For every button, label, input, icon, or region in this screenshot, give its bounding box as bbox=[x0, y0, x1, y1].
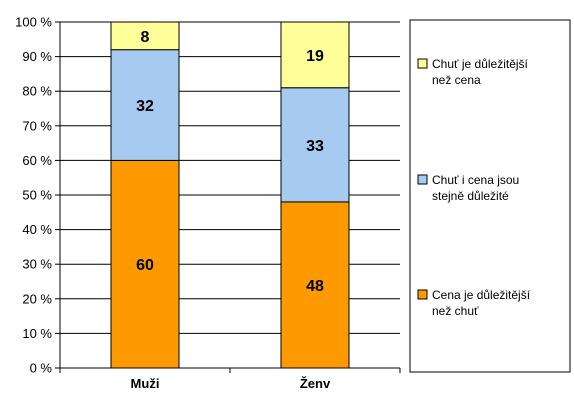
data-label: 19 bbox=[306, 48, 324, 65]
legend-swatch bbox=[417, 58, 428, 69]
x-category-label: Ženv bbox=[300, 376, 331, 391]
bar-segment bbox=[110, 21, 180, 51]
legend-box bbox=[409, 19, 571, 373]
y-tick-label: 80 % bbox=[22, 84, 52, 99]
legend-label: než chuť bbox=[432, 304, 479, 318]
y-axis: 0 % 10 % 20 % 30 % 40 % 50 % 60 % 70 % 80 % 90 % 1… bbox=[15, 15, 61, 376]
y-tick-label: 0 % bbox=[30, 361, 53, 376]
y-tick-label: 20 % bbox=[22, 291, 52, 306]
y-tick-label: 100 % bbox=[15, 15, 52, 30]
legend: Chuť je důležitější než cena Chuť i cena j… bbox=[409, 19, 571, 373]
y-tick-label: 50 % bbox=[22, 188, 52, 203]
bar-segment bbox=[280, 87, 350, 203]
bar-segment bbox=[280, 201, 350, 369]
bar-segment bbox=[280, 21, 350, 89]
bars: 60 32 8 48 33 19 bbox=[110, 21, 350, 369]
data-label: 32 bbox=[136, 98, 154, 115]
x-axis: Muži Ženv bbox=[59, 367, 401, 391]
data-label: 48 bbox=[306, 278, 324, 295]
legend-label: Cena je důležitější bbox=[432, 288, 531, 302]
y-tick-label: 70 % bbox=[22, 118, 52, 133]
legend-label: Chuť je důležitější bbox=[432, 57, 529, 71]
legend-label: Chuť i cena jsou bbox=[432, 173, 519, 187]
data-label: 60 bbox=[136, 257, 154, 274]
legend-swatch bbox=[417, 174, 428, 185]
legend-swatch bbox=[417, 289, 428, 300]
data-label: 8 bbox=[141, 29, 150, 46]
bar-segment bbox=[110, 159, 180, 369]
bar-segment bbox=[110, 49, 180, 161]
y-tick-label: 30 % bbox=[22, 257, 52, 272]
y-tick-label: 10 % bbox=[22, 326, 52, 341]
data-label: 33 bbox=[306, 138, 324, 155]
y-tick-label: 90 % bbox=[22, 49, 52, 64]
legend-label: stejně důležité bbox=[432, 189, 509, 203]
x-category-label: Muži bbox=[131, 376, 160, 391]
y-tick-label: 60 % bbox=[22, 153, 52, 168]
y-tick-label: 40 % bbox=[22, 222, 52, 237]
legend-label: než cena bbox=[432, 73, 481, 87]
